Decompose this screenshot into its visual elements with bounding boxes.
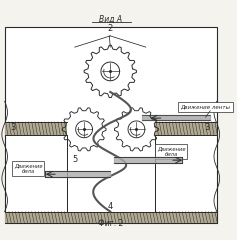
Text: Вид А: Вид А [99,15,122,24]
Bar [155,122,217,135]
Bar [5,27,217,223]
Text: Движение
била: Движение била [157,146,185,157]
Text: 5: 5 [72,155,77,164]
Text: Фиг. 2: Фиг. 2 [98,219,123,228]
Text: 3: 3 [10,123,16,132]
Text: 2: 2 [108,24,113,33]
Bar [5,122,67,135]
Text: 4: 4 [108,202,113,211]
Text: Движение
била: Движение била [14,163,42,174]
Text: 3: 3 [205,123,210,132]
Text: Движение ленты: Движение ленты [180,104,230,109]
Bar [67,135,155,212]
Text: 1: 1 [210,104,216,113]
Bar [5,212,217,223]
